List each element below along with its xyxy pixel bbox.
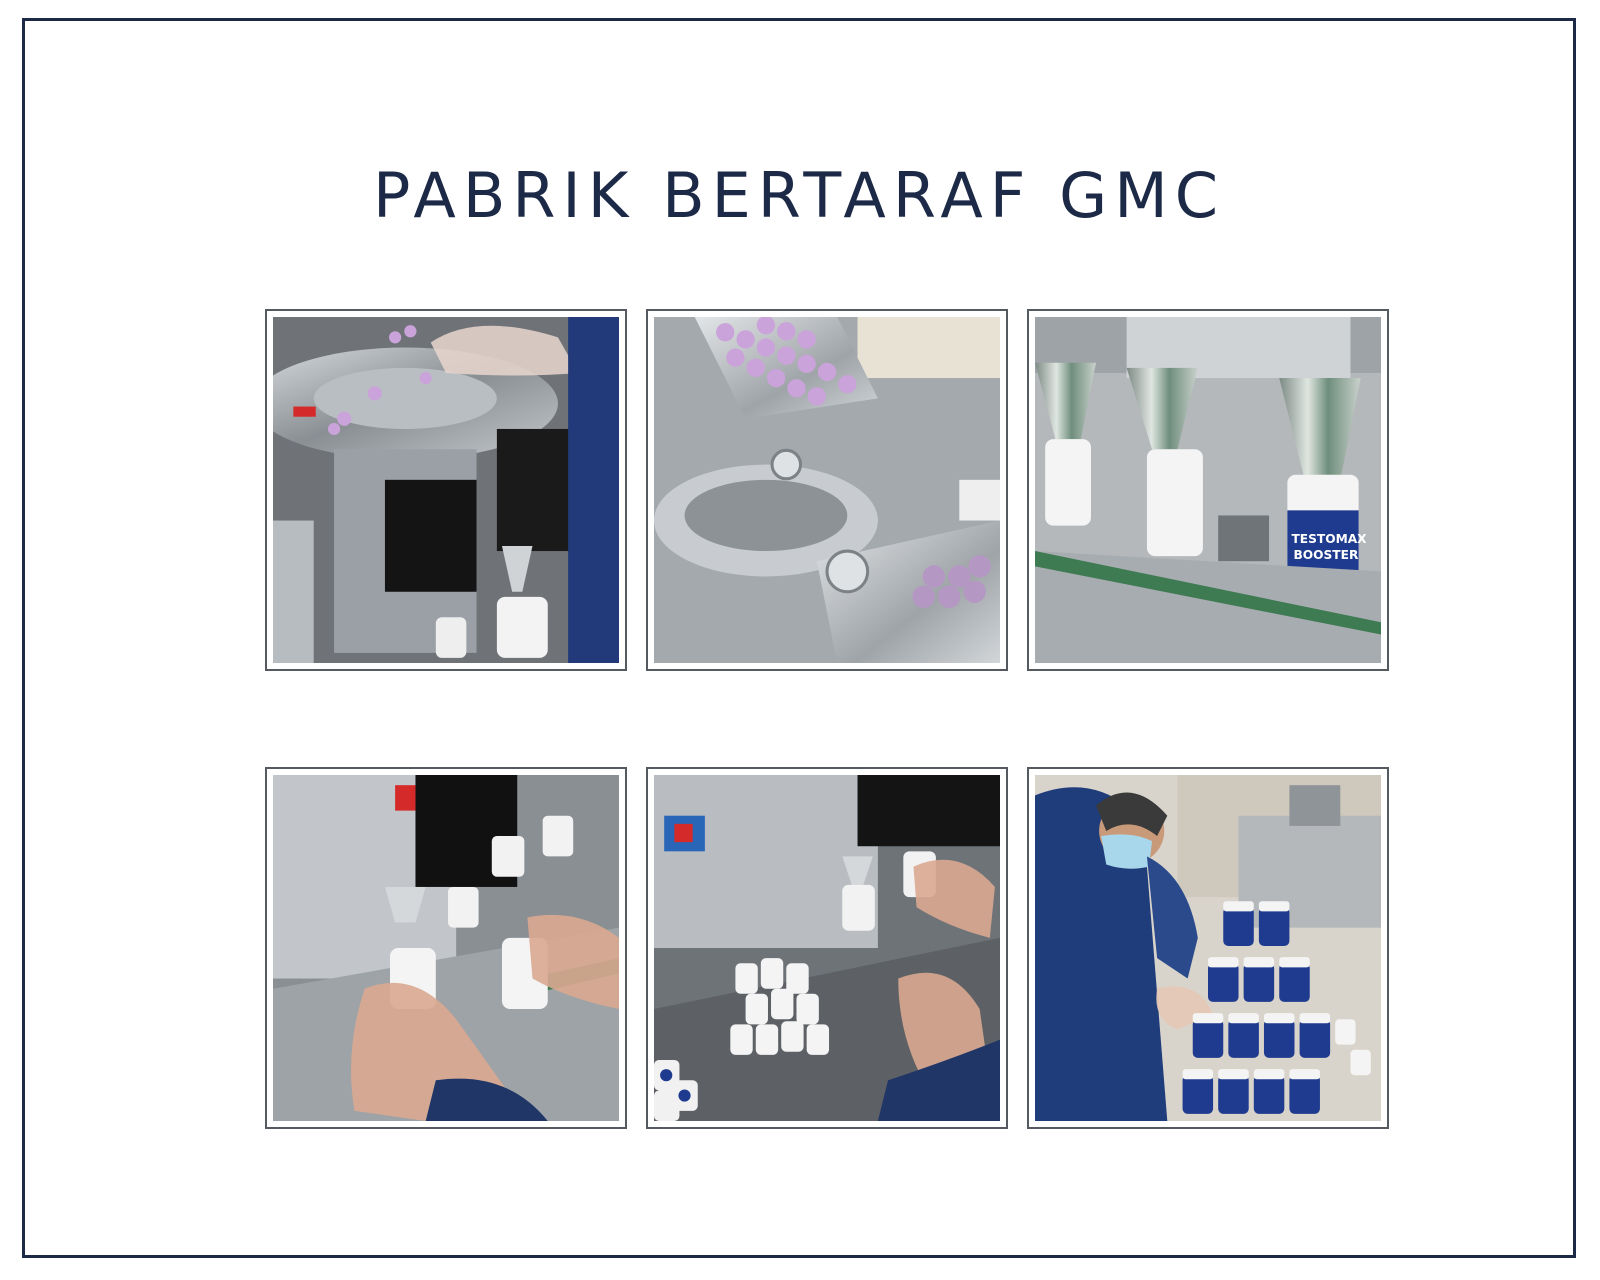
photo-tile-2	[646, 309, 1008, 671]
photo-tile-6	[1027, 767, 1389, 1129]
tablet-sorting-plate-photo	[273, 317, 619, 663]
photo-tile-4	[265, 767, 627, 1129]
bottle-assembly-table-photo	[654, 775, 1000, 1121]
photo-tile-1	[265, 309, 627, 671]
photo-tile-3: TESTOMAX BOOSTER	[1027, 309, 1389, 671]
photo-tile-5	[646, 767, 1008, 1129]
tablet-tray-photo	[654, 317, 1000, 663]
photo-grid: TESTOMAX BOOSTER	[265, 309, 1389, 1129]
bottle-label-line-2: BOOSTER	[1293, 548, 1358, 562]
worker-stacking-bottles-photo	[1035, 775, 1381, 1121]
hand-capping-bottles-photo	[273, 775, 619, 1121]
bottle-label-line-1: TESTOMAX	[1291, 532, 1367, 546]
bottle-filling-funnels-photo: TESTOMAX BOOSTER	[1035, 317, 1381, 663]
page-frame: PABRIK BERTARAF GMC	[22, 18, 1576, 1258]
page-title: PABRIK BERTARAF GMC	[372, 159, 1226, 232]
